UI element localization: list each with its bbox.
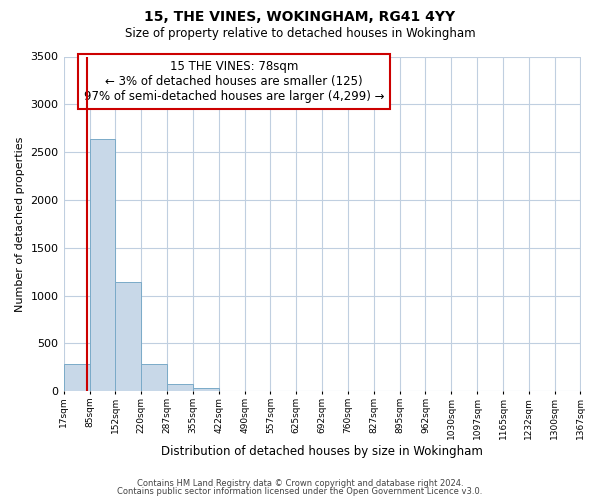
Bar bbox=[193, 388, 218, 392]
Text: Contains HM Land Registry data © Crown copyright and database right 2024.: Contains HM Land Registry data © Crown c… bbox=[137, 478, 463, 488]
Y-axis label: Number of detached properties: Number of detached properties bbox=[15, 136, 25, 312]
Bar bbox=[167, 384, 193, 392]
Text: 15 THE VINES: 78sqm
← 3% of detached houses are smaller (125)
97% of semi-detach: 15 THE VINES: 78sqm ← 3% of detached hou… bbox=[84, 60, 385, 103]
X-axis label: Distribution of detached houses by size in Wokingham: Distribution of detached houses by size … bbox=[161, 444, 483, 458]
Bar bbox=[115, 282, 141, 392]
Text: 15, THE VINES, WOKINGHAM, RG41 4YY: 15, THE VINES, WOKINGHAM, RG41 4YY bbox=[145, 10, 455, 24]
Bar bbox=[141, 364, 167, 392]
Bar bbox=[89, 139, 115, 392]
Text: Contains public sector information licensed under the Open Government Licence v3: Contains public sector information licen… bbox=[118, 487, 482, 496]
Text: Size of property relative to detached houses in Wokingham: Size of property relative to detached ho… bbox=[125, 28, 475, 40]
Bar bbox=[64, 364, 89, 392]
